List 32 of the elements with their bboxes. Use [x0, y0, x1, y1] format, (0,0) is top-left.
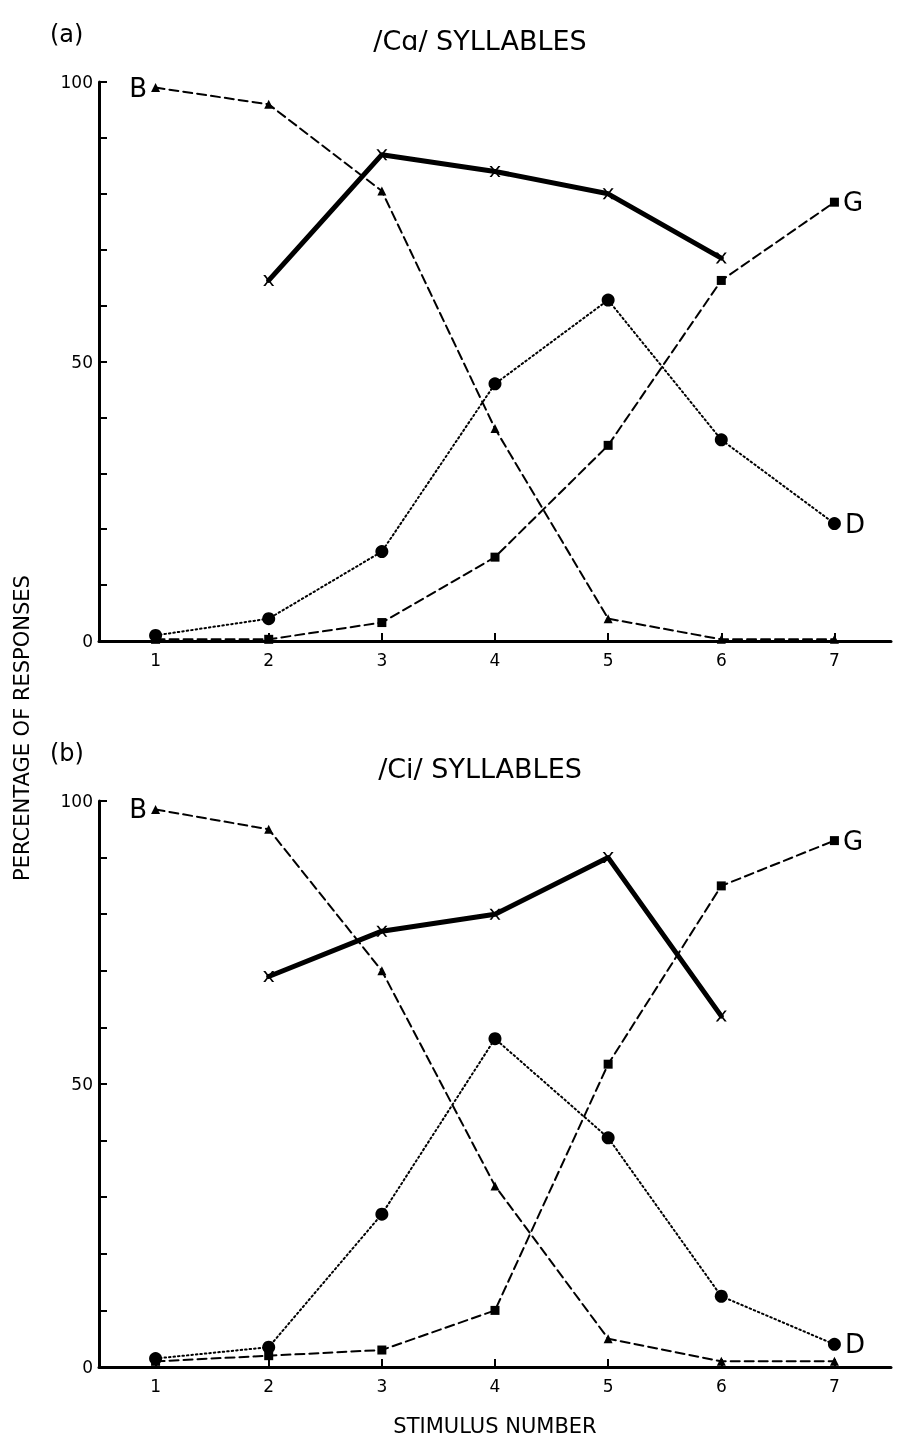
x-tick-label: 6: [715, 649, 727, 670]
text: (b): [50, 739, 84, 767]
y-tick-label: 100: [60, 791, 93, 811]
x-tick-label: 2: [263, 1375, 275, 1396]
x-tick-label: 2: [263, 649, 275, 670]
y-tick-label: 0: [82, 631, 93, 651]
chart-title: /Cɑ/ SYLLABLES: [373, 25, 587, 56]
x-tick-label: 7: [829, 1375, 840, 1396]
series-label: G: [842, 825, 864, 856]
series-label: B: [129, 794, 148, 825]
x-tick-label: 1: [150, 1375, 161, 1396]
series-label: D: [844, 508, 865, 539]
x-tick-label: 4: [489, 1375, 501, 1396]
y-tick-label: 0: [82, 1357, 93, 1377]
text: (a): [50, 20, 84, 48]
x-tick-label: 5: [602, 1375, 614, 1396]
x-tick-label: 4: [489, 649, 501, 670]
x-tick-label: 5: [602, 649, 614, 670]
series-label: G: [842, 187, 864, 218]
y-tick-label: 50: [71, 351, 93, 372]
x-tick-label: 7: [829, 649, 840, 670]
chart-title: /Ci/ SYLLABLES: [378, 753, 582, 784]
y-axis-title: PERCENTAGE OF RESPONSES: [10, 575, 34, 881]
x-tick-label: 3: [376, 1375, 388, 1396]
x-axis-title: STIMULUS NUMBER: [393, 1413, 597, 1438]
series-label: D: [844, 1329, 865, 1360]
y-tick-label: 50: [71, 1074, 93, 1094]
x-tick-label: 1: [150, 649, 161, 670]
y-tick-label: 100: [60, 72, 93, 92]
x-tick-label: 6: [715, 1375, 727, 1396]
x-tick-label: 3: [376, 649, 388, 670]
series-label: B: [129, 72, 148, 103]
